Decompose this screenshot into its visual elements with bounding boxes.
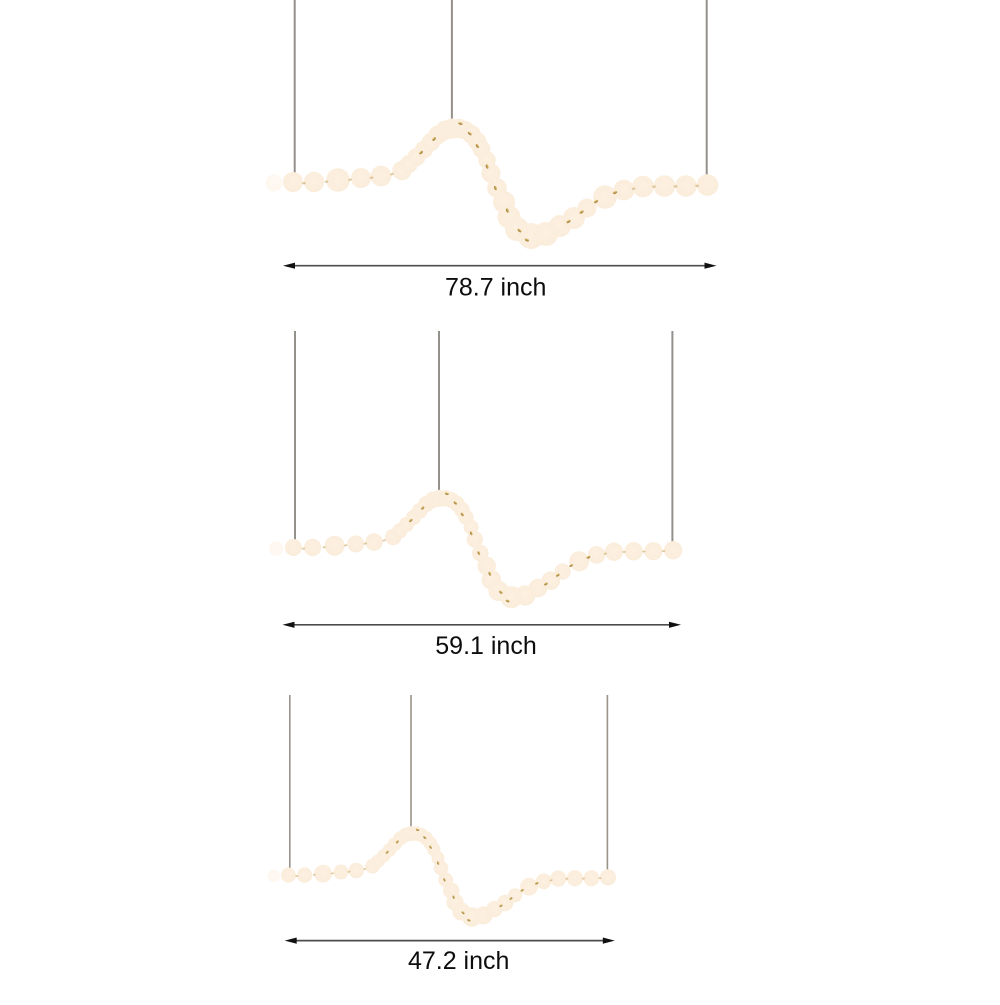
svg-text:59.1 inch: 59.1 inch bbox=[435, 632, 536, 660]
svg-text:47.2 inch: 47.2 inch bbox=[408, 947, 509, 975]
svg-text:78.7 inch: 78.7 inch bbox=[445, 273, 546, 301]
